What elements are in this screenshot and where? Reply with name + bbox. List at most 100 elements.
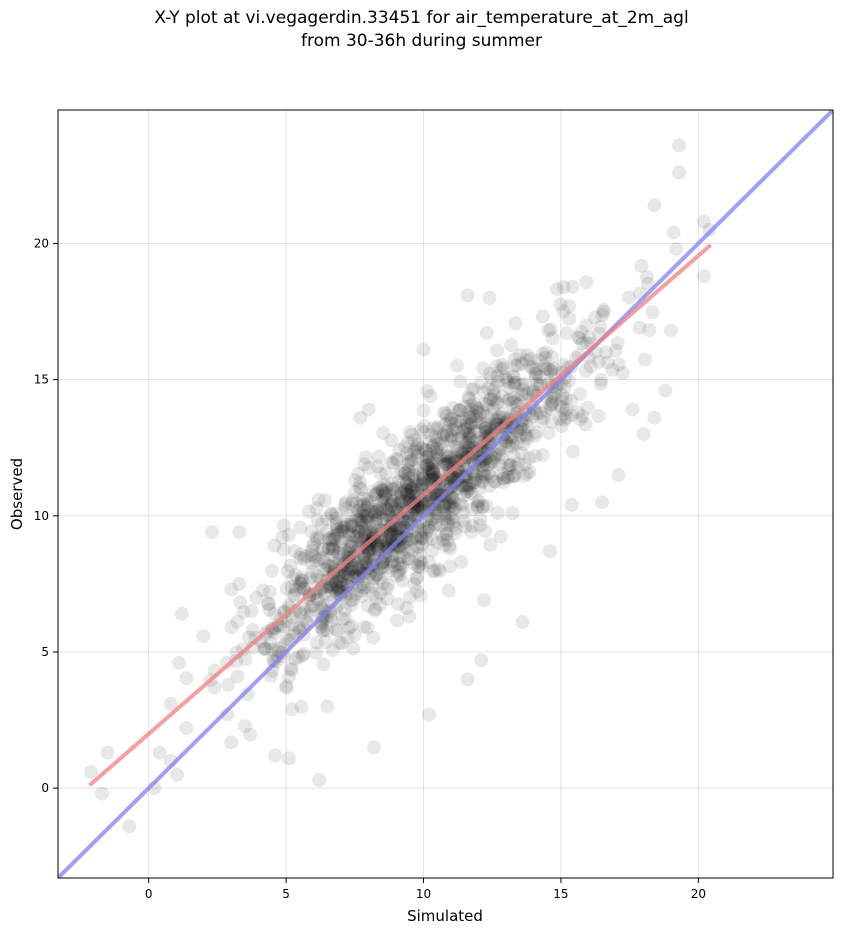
data-point (384, 476, 399, 491)
data-point (296, 551, 311, 566)
data-point (495, 406, 510, 421)
data-point (458, 435, 472, 450)
data-point (265, 642, 280, 657)
data-point (326, 528, 341, 543)
data-point (391, 474, 406, 489)
data-point (311, 492, 326, 507)
data-point (361, 545, 375, 560)
data-point (461, 427, 476, 442)
data-point (611, 467, 626, 482)
data-point (425, 464, 440, 479)
data-point (330, 526, 345, 540)
data-point (499, 372, 514, 387)
data-point (346, 592, 361, 607)
data-point (416, 453, 431, 468)
data-point (490, 506, 505, 520)
data-point (447, 474, 462, 489)
data-point (486, 383, 501, 398)
data-point (467, 424, 482, 439)
data-point (459, 462, 474, 477)
data-point (468, 472, 483, 487)
data-point (465, 476, 480, 491)
data-point (428, 518, 443, 533)
data-point (329, 511, 344, 526)
data-point (430, 433, 445, 448)
data-point (461, 435, 476, 450)
data-point (352, 569, 367, 584)
data-point (541, 323, 556, 338)
data-point (233, 595, 248, 610)
data-point (368, 602, 383, 617)
data-point (400, 484, 415, 499)
data-point (562, 299, 576, 314)
data-point (469, 400, 484, 415)
data-point (351, 466, 366, 481)
data-point (357, 548, 372, 563)
data-point (507, 391, 522, 406)
data-point (512, 347, 527, 362)
data-point (454, 445, 469, 460)
data-point (309, 529, 324, 544)
data-point (462, 391, 477, 406)
data-point (486, 455, 501, 469)
data-point (416, 472, 431, 487)
data-point (510, 436, 525, 451)
data-point (527, 366, 542, 381)
data-point (410, 584, 425, 599)
data-point (320, 523, 335, 538)
data-point (335, 612, 350, 627)
data-point (360, 496, 375, 511)
data-point (431, 419, 445, 434)
data-point (500, 470, 515, 485)
data-point (426, 460, 441, 475)
data-point (395, 573, 410, 588)
data-point (557, 412, 572, 427)
data-point (271, 641, 286, 656)
data-point (445, 490, 460, 505)
data-point (345, 496, 360, 511)
data-point (474, 375, 489, 390)
data-point (375, 493, 390, 507)
data-point (440, 495, 455, 510)
data-point (428, 429, 443, 444)
data-point (317, 562, 332, 577)
data-point (402, 609, 417, 624)
data-point (390, 613, 405, 628)
data-point (442, 500, 457, 515)
data-point (391, 521, 406, 536)
data-point (558, 391, 573, 406)
data-point (437, 457, 451, 472)
data-point (422, 519, 436, 534)
data-point (315, 612, 330, 627)
data-point (501, 458, 515, 473)
data-point (511, 456, 526, 471)
data-point (238, 719, 252, 733)
data-point (401, 471, 416, 486)
data-point (593, 320, 608, 334)
data-point (303, 599, 318, 614)
data-point (459, 481, 474, 496)
data-point (435, 527, 450, 542)
data-point (416, 403, 431, 418)
data-point (636, 427, 651, 442)
data-point (535, 309, 550, 324)
data-point (427, 517, 442, 531)
data-point (437, 507, 452, 521)
data-point (335, 568, 349, 583)
data-point (425, 454, 440, 469)
data-point (373, 597, 387, 612)
data-point (379, 549, 393, 563)
data-point (426, 465, 441, 480)
data-point (403, 495, 418, 510)
data-point (541, 426, 556, 440)
data-point (437, 455, 451, 470)
data-point (426, 564, 440, 579)
data-point (354, 558, 369, 573)
data-point (288, 567, 303, 582)
data-point (506, 449, 521, 464)
data-point (368, 487, 383, 502)
data-point (407, 507, 422, 522)
data-point (292, 621, 307, 636)
data-point (379, 524, 394, 538)
data-point (637, 352, 652, 367)
